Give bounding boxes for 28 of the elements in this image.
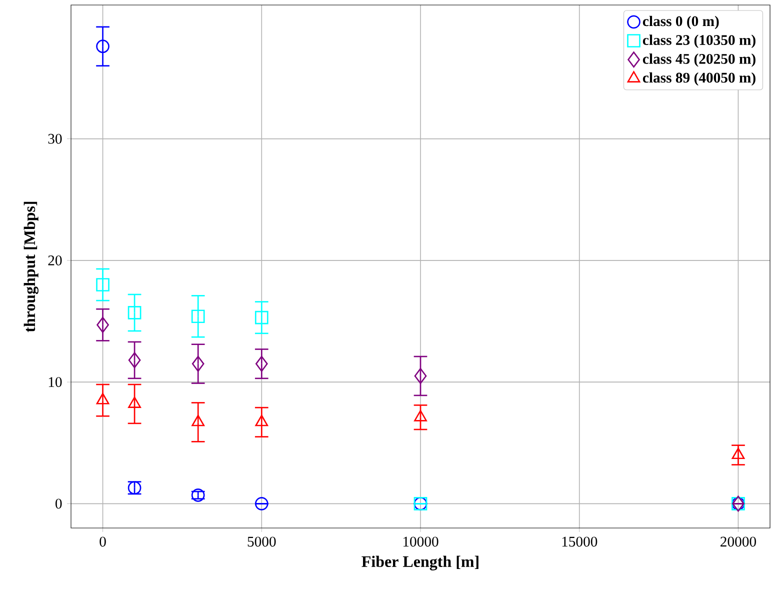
y-axis-title: throughput [Mbps] [24,202,38,332]
point [96,316,109,333]
legend-label: class 45 (20250 m) [642,54,756,67]
point [191,488,205,502]
x-tick-label: 10000 [403,536,438,547]
y-tick-label: 0 [56,498,62,509]
x-tick-label: 15000 [562,536,598,547]
point [255,356,268,372]
point [128,352,141,368]
x-axis-title: Fiber Length [m] [362,556,478,570]
legend-label: class 23 (10350 m) [642,34,756,48]
point [192,356,204,372]
point [191,310,205,324]
point [254,497,268,510]
x-tick-label: 5000 [248,536,276,547]
point [732,448,745,460]
x-tick-label: 20000 [720,536,756,547]
x-tick-label: 0 [100,536,106,547]
legend-label: class 89 (40050 m) [642,72,756,86]
y-tick-label: 30 [48,134,62,144]
point [254,310,268,324]
legend-label: class 0 (0 m) [642,16,719,30]
point [96,40,110,54]
point [414,368,427,384]
point [128,306,142,320]
y-tick-label: 10 [48,377,62,387]
y-tick-label: 20 [48,255,62,266]
point [96,278,110,292]
